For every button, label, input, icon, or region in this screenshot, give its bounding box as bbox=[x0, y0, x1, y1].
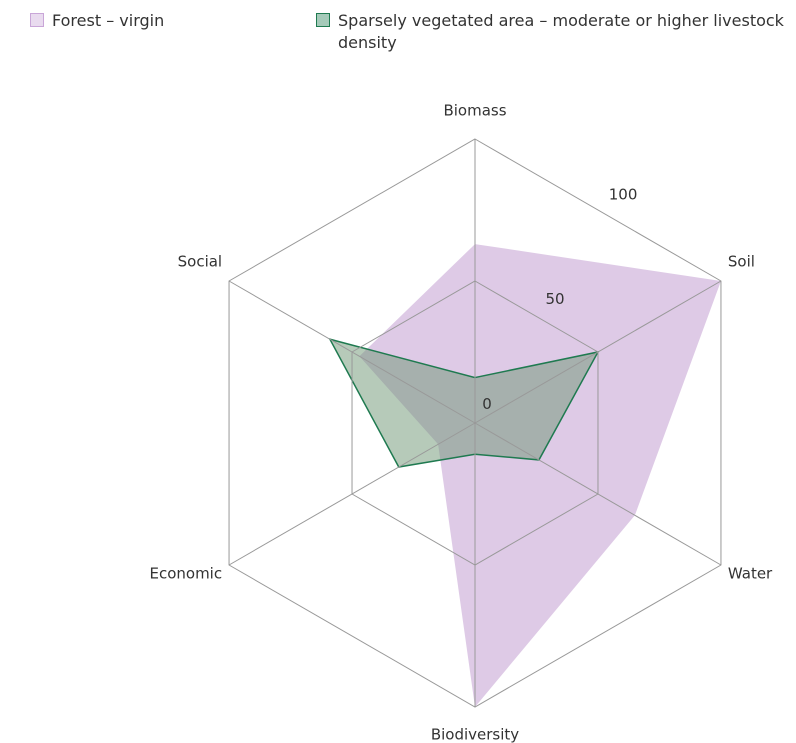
legend-label: Sparsely vegetated area – moderate or hi… bbox=[338, 11, 784, 52]
axis-label: Economic bbox=[149, 565, 222, 583]
axis-label: Biodiversity bbox=[431, 726, 519, 743]
axis-label: Soil bbox=[728, 253, 755, 271]
legend-item: Sparsely vegetated area – moderate or hi… bbox=[316, 10, 796, 54]
radar-area bbox=[359, 244, 721, 707]
axis-line bbox=[228, 280, 476, 424]
axis-line bbox=[228, 422, 476, 566]
r-tick-label: 0 bbox=[482, 395, 492, 413]
axis-label: Water bbox=[728, 565, 773, 583]
legend-item: Forest – virgin bbox=[30, 10, 232, 32]
r-tick-label: 100 bbox=[609, 185, 638, 203]
axis-label: Social bbox=[178, 253, 222, 271]
legend-label: Forest – virgin bbox=[52, 11, 165, 30]
axis-label: Biomass bbox=[443, 102, 506, 120]
axis-line bbox=[474, 422, 722, 566]
axis-line bbox=[474, 280, 722, 424]
r-tick-label: 50 bbox=[545, 290, 564, 308]
legend-swatch bbox=[30, 13, 44, 27]
legend-swatch bbox=[316, 13, 330, 27]
